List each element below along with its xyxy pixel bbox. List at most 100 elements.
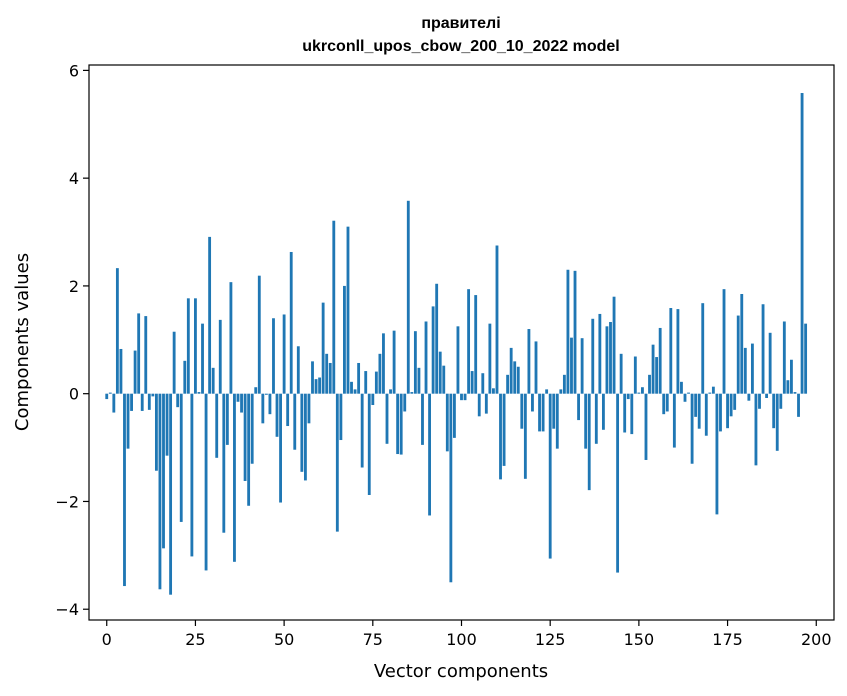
- bar: [328, 362, 332, 394]
- bar: [218, 319, 222, 394]
- bar: [431, 306, 435, 394]
- bar: [264, 393, 268, 395]
- bar: [126, 393, 130, 449]
- bar: [626, 393, 630, 400]
- bar: [516, 366, 520, 394]
- bar: [382, 333, 385, 394]
- bar: [261, 393, 265, 424]
- bar: [197, 392, 201, 394]
- bar: [761, 304, 765, 394]
- bar: [364, 371, 368, 394]
- bar: [687, 392, 690, 394]
- bar: [286, 393, 290, 427]
- bar: [346, 226, 350, 394]
- bar: [701, 303, 705, 394]
- bar: [743, 347, 747, 394]
- bar: [609, 322, 612, 394]
- bar: [357, 362, 361, 394]
- bar: [598, 313, 602, 394]
- bar: [151, 393, 155, 397]
- bar: [119, 348, 123, 394]
- bar: [616, 393, 620, 573]
- bar: [736, 315, 740, 394]
- bar: [399, 393, 403, 455]
- bar: [350, 381, 353, 394]
- bar: [176, 393, 180, 408]
- bar: [108, 392, 112, 394]
- bar: [282, 314, 286, 394]
- bar: [275, 393, 279, 437]
- bar: [520, 393, 524, 429]
- bar: [204, 393, 208, 571]
- bar: [371, 393, 375, 406]
- bar: [768, 332, 772, 394]
- chart-subtitle: ukrconll_upos_cbow_200_10_2022 model: [302, 38, 619, 55]
- bar: [300, 393, 304, 472]
- bar: [541, 393, 545, 432]
- bar: [715, 393, 719, 515]
- x-tick-label: 50: [274, 630, 294, 649]
- bar: [424, 321, 428, 394]
- bar: [492, 388, 495, 394]
- bar: [484, 393, 488, 414]
- bar: [711, 386, 715, 394]
- bar: [697, 393, 701, 429]
- bar: [719, 393, 722, 432]
- bar: [552, 393, 556, 429]
- bar: [449, 393, 453, 583]
- bar: [658, 327, 662, 394]
- bar: [250, 393, 254, 464]
- bar: [704, 393, 708, 436]
- bar: [144, 316, 148, 394]
- bar: [435, 283, 439, 394]
- bar: [296, 346, 300, 394]
- bar: [105, 393, 109, 400]
- y-tick-label: 2: [69, 277, 79, 296]
- bar: [633, 356, 637, 394]
- bar: [523, 393, 527, 479]
- bar: [534, 341, 538, 394]
- bar: [179, 393, 183, 522]
- bar: [655, 357, 659, 394]
- bar: [662, 393, 666, 415]
- bar: [247, 393, 251, 506]
- bar: [211, 367, 215, 394]
- bar: [311, 361, 314, 394]
- x-axis-label: Vector components: [374, 661, 548, 682]
- bar: [729, 393, 733, 417]
- bar: [793, 392, 797, 394]
- bar: [545, 389, 549, 394]
- bar: [236, 393, 240, 402]
- bar: [566, 269, 570, 394]
- bar: [229, 282, 233, 394]
- bar: [279, 393, 282, 503]
- x-tick-label: 200: [801, 630, 832, 649]
- plot-frame: [88, 64, 835, 621]
- x-tick-label: 0: [102, 630, 112, 649]
- x-tick-label: 75: [363, 630, 383, 649]
- bar: [335, 393, 339, 532]
- bar: [243, 393, 247, 481]
- bar: [240, 393, 243, 413]
- bar: [538, 393, 541, 432]
- bar: [601, 393, 605, 430]
- bar: [123, 393, 126, 587]
- x-ticks: 0 25 50 75 100 125 150 175 200: [102, 620, 832, 649]
- bar: [321, 302, 325, 394]
- bar: [389, 389, 392, 394]
- bar: [708, 392, 712, 394]
- bar: [169, 393, 173, 595]
- bar: [417, 367, 421, 394]
- bars-group: [105, 93, 808, 595]
- bar: [293, 393, 297, 450]
- bar: [130, 393, 133, 411]
- bar: [555, 393, 559, 449]
- bar: [694, 393, 698, 417]
- bar: [548, 393, 552, 559]
- bar: [779, 393, 783, 409]
- bar: [406, 200, 410, 394]
- bar: [782, 321, 786, 394]
- bar: [509, 347, 513, 394]
- bar: [722, 289, 726, 394]
- bar: [215, 393, 219, 458]
